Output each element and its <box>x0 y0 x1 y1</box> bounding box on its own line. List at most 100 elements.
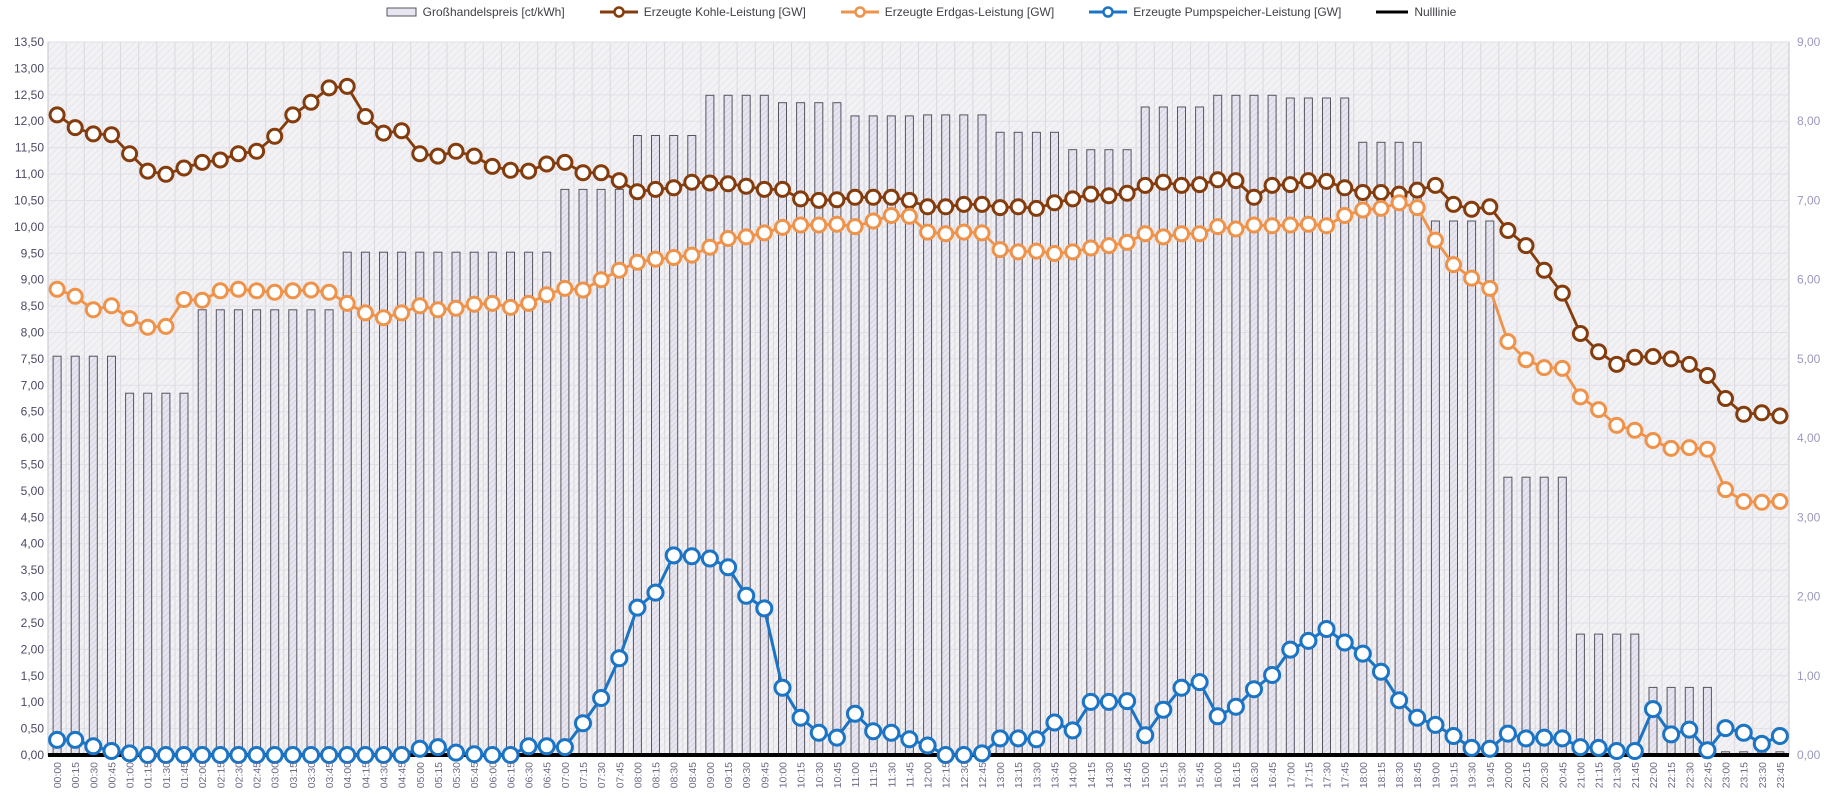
gas-power-point[interactable] <box>1499 333 1517 350</box>
coal-power-point[interactable] <box>447 142 465 160</box>
gas-power-point[interactable] <box>284 282 302 300</box>
gas-power-point[interactable] <box>755 224 773 242</box>
coal-power-point[interactable] <box>1191 176 1209 194</box>
gas-power-point[interactable] <box>1173 225 1190 243</box>
price-bar[interactable] <box>270 309 280 756</box>
gas-power-point[interactable] <box>628 253 646 271</box>
pumped-storage-power-point[interactable] <box>1353 644 1372 663</box>
price-bar[interactable] <box>1358 141 1368 756</box>
price-bar[interactable] <box>723 94 733 756</box>
pumped-storage-power-point[interactable] <box>247 746 266 764</box>
gas-power-point[interactable] <box>900 207 918 225</box>
coal-power-point[interactable] <box>266 127 284 145</box>
pumped-storage-power-point[interactable] <box>700 549 719 568</box>
gas-power-point[interactable] <box>1318 217 1335 235</box>
gas-power-point[interactable] <box>1227 220 1245 238</box>
coal-power-point[interactable] <box>1680 355 1698 373</box>
gas-power-point[interactable] <box>683 246 701 264</box>
price-bar[interactable] <box>125 392 135 756</box>
price-bar[interactable] <box>705 94 715 756</box>
pumped-storage-power-point[interactable] <box>465 745 484 764</box>
pumped-storage-power-point[interactable] <box>755 599 774 618</box>
price-bar[interactable] <box>1050 131 1059 756</box>
pumped-storage-power-point[interactable] <box>1281 640 1300 659</box>
price-bar[interactable] <box>1430 220 1440 756</box>
coal-power-point[interactable] <box>1372 184 1390 201</box>
coal-power-point[interactable] <box>973 195 991 213</box>
pumped-storage-power-point[interactable] <box>1462 738 1481 757</box>
coal-power-point[interactable] <box>302 93 320 111</box>
gas-power-point[interactable] <box>701 238 719 256</box>
pumped-storage-power-point[interactable] <box>1408 708 1427 727</box>
gas-power-point[interactable] <box>1535 359 1553 377</box>
coal-power-point[interactable] <box>1173 176 1190 194</box>
pumped-storage-power-point[interactable] <box>193 746 212 764</box>
coal-power-point[interactable] <box>1318 172 1335 190</box>
pumped-storage-power-point[interactable] <box>120 744 139 763</box>
coal-power-point[interactable] <box>193 153 211 171</box>
gas-power-point[interactable] <box>556 279 574 297</box>
gas-power-point[interactable] <box>48 280 66 298</box>
price-bar[interactable] <box>215 309 225 756</box>
gas-power-point[interactable] <box>828 215 846 233</box>
coal-power-point[interactable] <box>84 125 102 143</box>
pumped-storage-power-point[interactable] <box>229 746 248 764</box>
coal-power-point[interactable] <box>1517 237 1535 255</box>
gas-power-point[interactable] <box>1517 351 1535 369</box>
pumped-storage-power-point[interactable] <box>537 737 556 756</box>
coal-power-point[interactable] <box>1136 176 1154 194</box>
price-bar[interactable] <box>632 135 642 756</box>
coal-power-point[interactable] <box>1644 348 1662 365</box>
pumped-storage-power-point[interactable] <box>882 723 901 742</box>
coal-power-point[interactable] <box>1698 367 1716 384</box>
coal-power-point[interactable] <box>1064 190 1082 208</box>
price-bar[interactable] <box>1213 94 1223 756</box>
gas-power-point[interactable] <box>1481 279 1499 297</box>
gas-power-point[interactable] <box>302 281 320 299</box>
gas-power-point[interactable] <box>1372 199 1390 217</box>
price-bar[interactable] <box>433 251 443 756</box>
pumped-storage-power-point[interactable] <box>175 746 193 764</box>
price-bar[interactable] <box>161 392 171 756</box>
price-bar[interactable] <box>1648 686 1658 756</box>
pumped-storage-power-point[interactable] <box>374 746 393 764</box>
price-bar[interactable] <box>669 135 679 756</box>
coal-power-point[interactable] <box>1009 198 1027 216</box>
gas-power-point[interactable] <box>1408 199 1426 217</box>
gas-power-point[interactable] <box>248 282 266 300</box>
pumped-storage-power-point[interactable] <box>48 730 67 749</box>
price-bar[interactable] <box>995 131 1005 756</box>
pumped-storage-power-point[interactable] <box>1535 728 1554 747</box>
pumped-storage-power-point[interactable] <box>846 704 864 723</box>
pumped-storage-power-point[interactable] <box>1372 662 1390 681</box>
gas-power-point[interactable] <box>103 297 120 315</box>
coal-power-point[interactable] <box>774 180 791 198</box>
price-bar[interactable] <box>415 251 425 756</box>
gas-power-point[interactable] <box>1100 237 1118 255</box>
price-bar[interactable] <box>1177 106 1186 756</box>
coal-power-point[interactable] <box>465 147 483 165</box>
pumped-storage-power-point[interactable] <box>719 558 738 577</box>
coal-power-point[interactable] <box>556 153 574 171</box>
gas-power-point[interactable] <box>1154 228 1172 246</box>
pumped-storage-power-point[interactable] <box>1480 739 1499 758</box>
price-bar[interactable] <box>1231 94 1241 756</box>
coal-power-point[interactable] <box>864 188 882 206</box>
pumped-storage-power-point[interactable] <box>1680 720 1699 739</box>
coal-power-point[interactable] <box>1227 172 1245 190</box>
coal-power-point[interactable] <box>1100 187 1118 205</box>
gas-power-point[interactable] <box>393 304 411 322</box>
price-bar[interactable] <box>1467 220 1477 756</box>
coal-power-point[interactable] <box>1717 390 1734 407</box>
pumped-storage-power-point[interactable] <box>936 746 955 764</box>
gas-power-point[interactable] <box>1064 243 1082 261</box>
pumped-storage-power-point[interactable] <box>773 678 792 697</box>
gas-power-point[interactable] <box>84 301 102 319</box>
gas-power-point[interactable] <box>66 287 84 305</box>
price-bar[interactable] <box>342 251 352 756</box>
gas-power-point[interactable] <box>175 291 193 308</box>
price-bar[interactable] <box>1303 97 1313 756</box>
coal-power-point[interactable] <box>1608 355 1626 373</box>
coal-power-point[interactable] <box>1662 350 1680 368</box>
gas-power-point[interactable] <box>1245 216 1263 234</box>
